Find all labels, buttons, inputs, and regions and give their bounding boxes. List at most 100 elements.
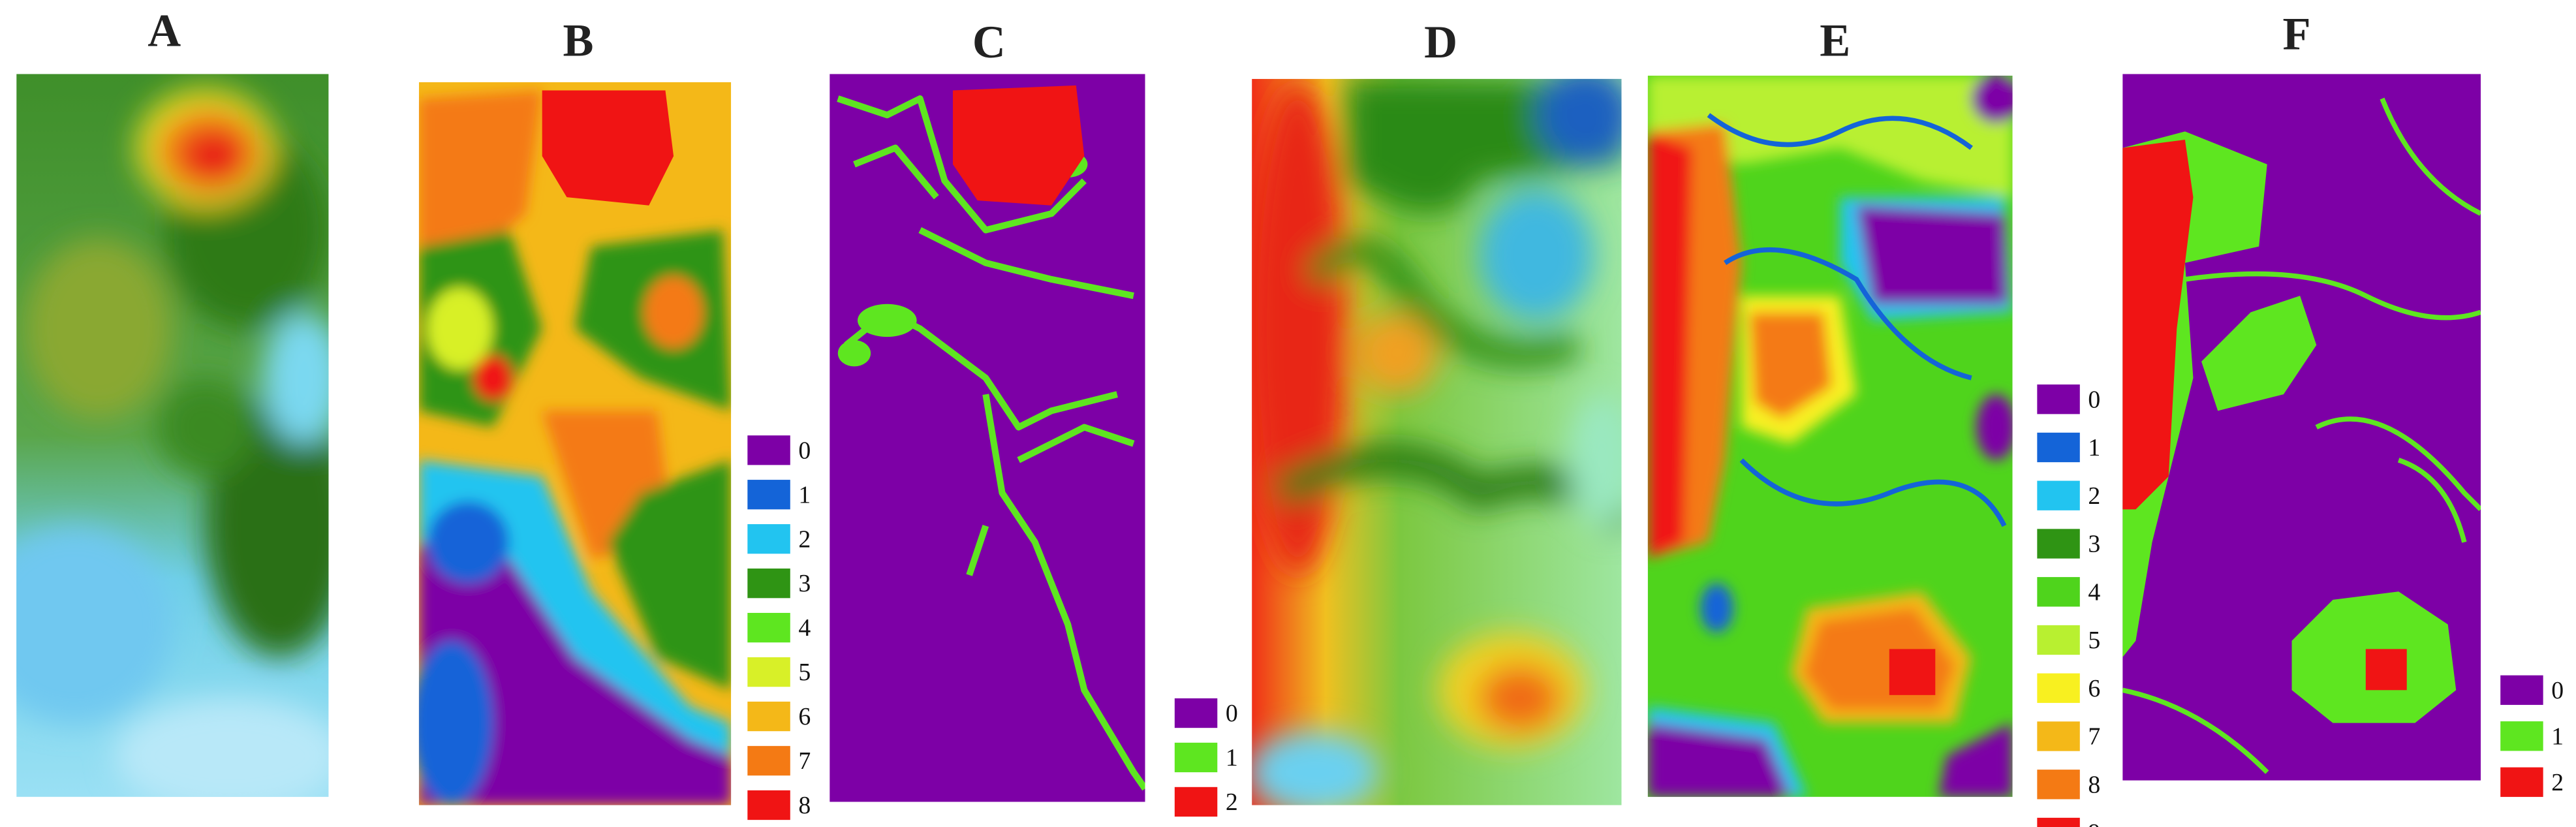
map-region — [1478, 189, 1594, 320]
legend-label: 2 — [2551, 769, 2564, 796]
legend-label: 1 — [2088, 434, 2100, 461]
map-region — [1739, 458, 2007, 527]
map-region — [427, 287, 493, 370]
legend-label: 3 — [798, 570, 811, 597]
legend-label: 5 — [798, 659, 811, 686]
legend-swatch — [2037, 625, 2080, 655]
map-region — [853, 144, 939, 200]
legend-swatch — [747, 701, 790, 732]
map-region — [2380, 97, 2481, 216]
panel-label: F — [2283, 9, 2311, 60]
map-c — [830, 74, 1145, 802]
map-region — [1938, 723, 2013, 797]
map-region — [2122, 687, 2269, 774]
map-b — [418, 82, 732, 805]
legend-label: 4 — [2088, 578, 2100, 606]
legend-label: 0 — [798, 437, 811, 464]
map-region — [1707, 113, 1973, 150]
legend-label: 5 — [2088, 627, 2100, 654]
legend-swatch — [2037, 432, 2080, 463]
legend: 0 1 2 — [2500, 675, 2564, 797]
legend-swatch — [2037, 577, 2080, 607]
map-region — [837, 95, 1087, 234]
legend-swatch — [2037, 673, 2080, 703]
legend-label: 7 — [2088, 723, 2100, 751]
legend-swatch — [1174, 698, 1218, 728]
map-a — [16, 74, 329, 797]
map-region — [1707, 113, 2007, 527]
map-region — [1647, 131, 1692, 559]
legend-label: 1 — [2551, 723, 2564, 750]
map-region — [1749, 312, 1832, 419]
panel-label: A — [147, 6, 181, 57]
map-region — [418, 542, 732, 805]
legend-label: 1 — [798, 481, 811, 508]
map-region — [837, 340, 871, 367]
map-region — [542, 90, 674, 206]
legend-swatch — [2037, 480, 2080, 510]
map-region — [2201, 296, 2317, 411]
map-region — [837, 95, 1145, 791]
legend-label: 6 — [798, 703, 811, 730]
legend-label: 7 — [798, 747, 811, 775]
map-region — [2315, 416, 2481, 512]
legend-swatch — [1174, 787, 1218, 817]
legend-swatch — [747, 745, 790, 776]
legend-swatch — [2500, 721, 2543, 751]
map-region — [24, 238, 173, 419]
panel-label: B — [563, 16, 594, 67]
map-region — [16, 88, 329, 797]
panel-label: C — [972, 17, 1006, 68]
map-d — [1252, 78, 1622, 805]
legend-swatch — [747, 480, 790, 510]
map-f — [2122, 74, 2481, 781]
map-region — [1303, 237, 1581, 368]
map-e — [1647, 75, 2013, 797]
legend-label: 3 — [2088, 531, 2100, 558]
legend-swatch — [747, 612, 790, 643]
map-region — [644, 275, 704, 349]
map-region — [2122, 97, 2481, 774]
map-region — [952, 85, 1085, 206]
map-region — [1889, 649, 1936, 695]
legend: 0 1 2 3 4 5 6 7 8 — [747, 435, 811, 820]
legend-label: 6 — [2088, 675, 2100, 702]
map-region — [1723, 247, 1972, 381]
map-region — [2184, 271, 2481, 320]
legend-swatch — [1174, 742, 1218, 773]
legend-label: 8 — [2088, 771, 2100, 798]
legend-label: 9 — [2088, 819, 2100, 827]
legend-swatch — [2037, 529, 2080, 559]
map-region — [918, 226, 1134, 300]
map-region — [1017, 424, 1135, 463]
map-region — [1856, 205, 2008, 304]
panel-label: E — [1820, 16, 1850, 67]
legend-label: 0 — [2551, 677, 2564, 704]
map-region — [608, 460, 732, 691]
map-region — [1536, 78, 1622, 164]
legend-swatch — [2500, 767, 2543, 797]
map-region — [1355, 312, 1438, 395]
map-region — [966, 524, 989, 576]
legend-label: 2 — [2088, 482, 2100, 510]
map-region — [156, 378, 255, 477]
map-region — [1647, 723, 1791, 797]
map-region — [1976, 394, 2013, 460]
legend-label: 2 — [798, 525, 811, 553]
map-region — [2365, 649, 2407, 691]
map-region — [1971, 75, 2013, 123]
legend-swatch — [747, 657, 790, 687]
legend-label: 8 — [798, 792, 811, 819]
legend-swatch — [2037, 721, 2080, 751]
map-region — [473, 354, 513, 401]
legend-swatch — [2037, 817, 2080, 827]
map-region — [857, 304, 917, 337]
map-region — [418, 90, 542, 263]
legend-swatch — [747, 435, 790, 465]
legend-swatch — [747, 524, 790, 554]
map-region — [1478, 665, 1561, 732]
panel-label: D — [1424, 17, 1457, 68]
map-region — [1252, 78, 1622, 805]
